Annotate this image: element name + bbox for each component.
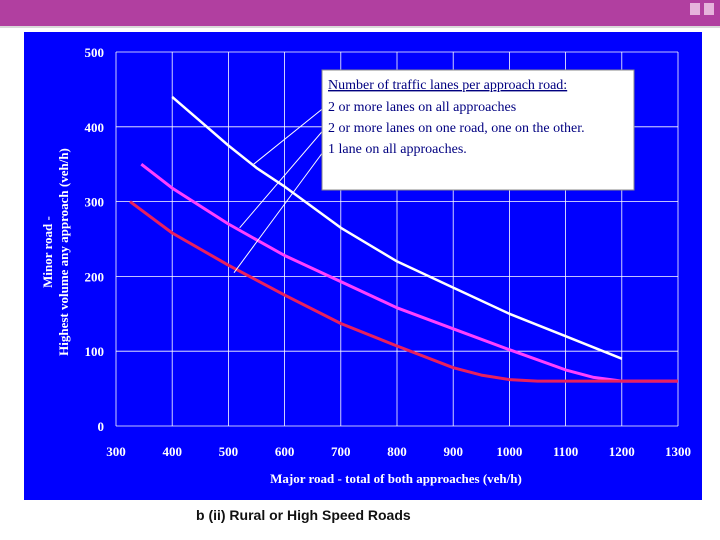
- y-tick-label: 500: [85, 45, 105, 60]
- x-tick-label: 700: [331, 444, 351, 459]
- x-tick-label: 300: [106, 444, 126, 459]
- y-tick-label: 0: [98, 419, 105, 434]
- series-line: [171, 95, 623, 360]
- x-axis-label: Major road - total of both approaches (v…: [270, 471, 522, 486]
- y-tick-label: 300: [85, 195, 105, 210]
- y-tick-label: 200: [85, 269, 105, 284]
- legend-leader-line: [253, 105, 327, 165]
- legend-leaders: [233, 105, 327, 273]
- x-tick-label: 500: [219, 444, 239, 459]
- legend-leader-line: [233, 147, 327, 273]
- x-tick-label: 1300: [665, 444, 691, 459]
- line-chart: 0 100 200 300 400 500 300 400 500 600 700 800 900 10…: [24, 32, 702, 500]
- header-divider: [0, 26, 720, 28]
- x-tick-label: 1100: [553, 444, 578, 459]
- x-tick-label: 900: [443, 444, 463, 459]
- x-tick-label: 800: [387, 444, 407, 459]
- header-bar: [0, 0, 720, 26]
- legend-leader-line: [239, 126, 327, 229]
- legend-box: [321, 69, 635, 191]
- legend-entry: 2 or more lanes on one road, one on the …: [328, 121, 585, 136]
- series-group: [129, 95, 678, 383]
- x-tick-label: 400: [162, 444, 182, 459]
- series-line: [129, 200, 678, 383]
- header-decoration: [690, 3, 700, 15]
- legend-entry: 1 lane on all approaches.: [328, 142, 467, 157]
- y-tick-label: 100: [85, 344, 105, 359]
- legend-entry: 2 or more lanes on all approaches: [328, 100, 516, 115]
- series-line: [140, 163, 678, 383]
- legend-title: Number of traffic lanes per approach roa…: [328, 78, 567, 93]
- y-tick-label: 400: [85, 120, 105, 135]
- legend: Number of traffic lanes per approach roa…: [321, 69, 635, 191]
- header-decoration: [704, 3, 714, 15]
- x-tick-label: 1200: [609, 444, 635, 459]
- x-tick-label: 1000: [496, 444, 522, 459]
- x-axis-ticks: 300 400 500 600 700 800 900 1000 1100 1200 1300: [106, 444, 691, 459]
- y-axis-label-line2: Highest volume any approach (veh/h): [56, 148, 71, 356]
- x-tick-label: 600: [275, 444, 295, 459]
- y-axis-ticks: 0 100 200 300 400 500: [85, 45, 105, 434]
- figure-caption: b (ii) Rural or High Speed Roads: [196, 507, 411, 523]
- chart-panel: 0 100 200 300 400 500 300 400 500 600 700 800 900 10…: [24, 32, 702, 500]
- y-axis-label-line1: Minor road -: [40, 216, 55, 288]
